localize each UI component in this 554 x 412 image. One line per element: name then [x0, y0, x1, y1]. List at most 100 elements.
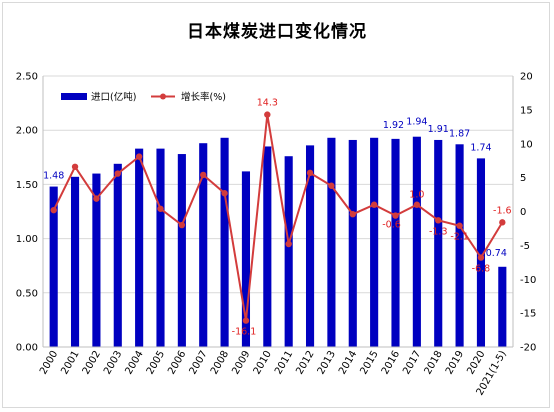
- legend-label-imports: 进口(亿吨): [91, 91, 136, 103]
- bar: [391, 138, 400, 347]
- bar: [156, 148, 165, 347]
- y-tick-label: 0.00: [16, 343, 38, 354]
- bar: [434, 139, 443, 347]
- legend-marker-growth: [160, 93, 166, 100]
- x-tick-label: 2014: [337, 349, 359, 377]
- y2-tick-label: 15: [520, 105, 533, 116]
- growth-data-label: -1.6: [493, 205, 512, 216]
- growth-marker: [456, 222, 463, 229]
- y2-tick-label: -10: [520, 275, 536, 286]
- growth-marker: [349, 211, 356, 218]
- bar: [113, 163, 122, 347]
- data-labels: 1.48 1.92 1.941.91 1.871.74 0.74 -16.1 14.3 -0.…: [43, 98, 511, 338]
- growth-marker: [221, 190, 228, 197]
- bar-data-label: 1.94: [406, 117, 427, 128]
- y2-tick-label: 5: [520, 173, 526, 184]
- x-tick-label: 2008: [209, 349, 231, 377]
- bar-series: [49, 136, 507, 347]
- x-tick-label: 2009: [230, 349, 252, 377]
- x-tick-label: 2006: [166, 349, 188, 377]
- bar: [305, 145, 315, 347]
- y-tick-label: 1.00: [16, 234, 38, 245]
- bar: [177, 154, 186, 347]
- growth-data-label: 1.0: [409, 190, 424, 201]
- x-tick-label: 2005: [145, 349, 167, 377]
- x-tick-label: 2016: [380, 349, 402, 377]
- growth-marker: [370, 201, 378, 208]
- bar: [220, 137, 229, 347]
- bar: [263, 146, 272, 347]
- y-tick-label: 1.50: [16, 180, 38, 191]
- x-tick-label: 2013: [316, 349, 338, 377]
- bar-data-label: 0.74: [486, 248, 507, 259]
- y-tick-label: 2.50: [16, 72, 38, 83]
- bar: [70, 176, 80, 347]
- y2-tick-label: -20: [520, 343, 536, 354]
- growth-marker: [242, 317, 250, 324]
- growth-data-label: -6.8: [472, 264, 491, 275]
- x-tick-label: 2020: [465, 349, 487, 377]
- x-tick-label: 2010: [252, 349, 274, 377]
- growth-marker: [178, 221, 186, 229]
- bar: [92, 173, 101, 347]
- growth-data-label: -16.1: [232, 327, 257, 338]
- gridlines: [43, 75, 513, 348]
- x-tick-label: 2003: [102, 349, 124, 377]
- bar: [327, 137, 336, 347]
- bar: [348, 139, 357, 347]
- legend-label-growth: 增长率(%): [181, 91, 226, 103]
- y2-tick-label: 10: [520, 139, 533, 150]
- growth-marker: [135, 153, 143, 160]
- growth-marker: [71, 163, 79, 170]
- growth-marker: [200, 171, 207, 179]
- line-series: [50, 111, 506, 324]
- x-tick-label: 2007: [188, 349, 210, 377]
- growth-marker: [392, 212, 399, 219]
- legend: 进口(亿吨) 增长率(%): [61, 91, 226, 103]
- bar: [241, 171, 251, 347]
- growth-marker: [435, 217, 442, 224]
- x-tick-label: 2001: [59, 349, 81, 377]
- growth-marker: [264, 111, 271, 118]
- x-tick-label: 2011: [273, 349, 295, 377]
- x-tick-label: 2017: [401, 349, 423, 377]
- x-tick-label: 2004: [123, 349, 145, 377]
- growth-marker: [328, 182, 335, 189]
- growth-data-label: 14.3: [257, 98, 278, 109]
- y-tick-label: 0.50: [16, 288, 38, 299]
- bar: [455, 144, 464, 347]
- bar: [49, 186, 58, 347]
- growth-marker: [50, 206, 57, 214]
- growth-data-label: -0.6: [382, 220, 401, 231]
- bar-data-label: 1.91: [428, 124, 449, 135]
- growth-marker: [477, 254, 485, 261]
- bar-data-label: 1.87: [449, 128, 470, 139]
- growth-marker: [114, 170, 121, 177]
- legend-swatch-imports: [61, 93, 87, 100]
- growth-data-label: -1.3: [429, 226, 448, 237]
- growth-marker: [93, 195, 100, 202]
- bar: [370, 137, 379, 347]
- bar: [199, 143, 208, 347]
- x-tick-label: 2018: [423, 349, 445, 377]
- y2-tick-label: 20: [520, 72, 533, 83]
- growth-line: [52, 114, 504, 321]
- growth-marker: [499, 219, 506, 226]
- growth-data-label: -2.1: [450, 232, 469, 243]
- x-tick-label: 2015: [358, 349, 380, 377]
- growth-marker: [157, 205, 164, 212]
- growth-marker: [285, 240, 292, 248]
- bar: [412, 136, 421, 347]
- growth-marker: [306, 169, 314, 177]
- y2-tick-label: 0: [520, 207, 526, 218]
- bar: [284, 156, 293, 347]
- bar: [498, 266, 507, 347]
- bar-data-label: 1.48: [43, 171, 64, 182]
- bar-data-label: 1.92: [383, 120, 404, 131]
- x-tick-label: 2019: [444, 349, 466, 377]
- bar-data-label: 1.74: [470, 142, 491, 153]
- y2-tick-label: -5: [520, 241, 530, 252]
- bar: [135, 148, 144, 347]
- x-tick-label: 2002: [81, 349, 103, 377]
